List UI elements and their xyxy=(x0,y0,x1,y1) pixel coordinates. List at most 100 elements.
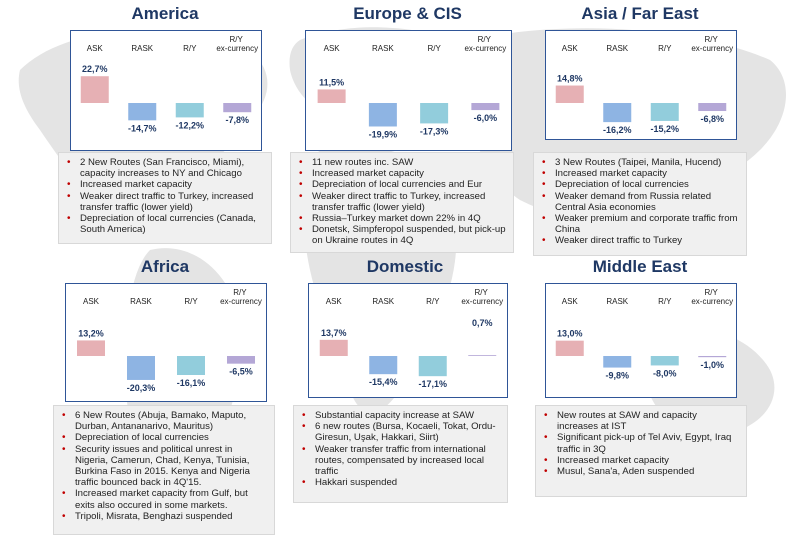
note-item: 6 new routes (Bursa, Kocaeli, Tokat, Ord… xyxy=(302,421,501,443)
value-label-rask: -15,4% xyxy=(369,377,398,387)
bar-ask xyxy=(555,340,584,356)
bar-ry-ex-currency xyxy=(471,103,500,111)
category-label-ry-ex-currency: R/Y ex-currency xyxy=(461,288,503,306)
category-label-ask: ASK xyxy=(83,297,100,306)
bar-ry xyxy=(650,356,679,366)
category-label-ry-ex-currency: R/Y ex-currency xyxy=(216,35,258,53)
value-label-ry-ex-currency: -6,5% xyxy=(229,367,253,377)
bar-ry-ex-currency xyxy=(468,355,497,356)
category-label-ry-ex-currency: R/Y ex-currency xyxy=(691,288,733,306)
value-label-ry-ex-currency: -6,8% xyxy=(700,114,724,124)
note-item: Donetsk, Simpferopol suspended, but pick… xyxy=(299,224,507,246)
chart-svg-domestic: ASK 13,7% RASK -15,4% R/Y -17,1% R/Y ex-curren… xyxy=(319,288,503,389)
region-title-domestic: Domestic xyxy=(366,257,444,276)
value-label-ry: -8,0% xyxy=(653,368,677,378)
notes-asia-far-east: 3 New Routes (Taipei, Manila, Hucend)Inc… xyxy=(533,152,747,256)
note-item: Depreciation of local currencies xyxy=(542,179,740,190)
category-label-ask: ASK xyxy=(562,44,579,53)
bar-ask xyxy=(77,340,105,356)
bar-ry-ex-currency xyxy=(227,356,255,364)
category-label-rask: RASK xyxy=(130,297,152,306)
note-item: Substantial capacity increase at SAW xyxy=(302,410,501,421)
note-item: 2 New Routes (San Francisco, Miami), cap… xyxy=(67,157,265,179)
notes-europe-cis: 11 new routes inc. SAWIncreased market c… xyxy=(290,152,514,253)
value-label-ry: -17,1% xyxy=(418,379,447,389)
chart-svg-europe-cis: ASK 11,5% RASK -19,9% R/Y -17,3% R/Y ex-curren… xyxy=(317,35,506,139)
bar-ry-ex-currency xyxy=(223,103,252,113)
value-label-ask: 14,8% xyxy=(557,74,583,84)
bar-ry xyxy=(418,356,447,377)
note-item: New routes at SAW and capacity increases… xyxy=(544,410,740,432)
value-label-ry: -17,3% xyxy=(420,126,449,136)
category-label-ask: ASK xyxy=(87,44,104,53)
bar-ry-ex-currency xyxy=(698,356,727,358)
note-item: Depreciation of local currencies xyxy=(62,432,268,443)
value-label-rask: -19,9% xyxy=(369,129,398,139)
chart-middle-east: ASK 13,0% RASK -9,8% R/Y -8,0% R/Y ex-currency… xyxy=(545,283,737,398)
bar-rask xyxy=(368,103,397,127)
value-label-ask: 13,2% xyxy=(78,328,104,338)
category-label-rask: RASK xyxy=(131,44,153,53)
category-label-ask: ASK xyxy=(326,297,343,306)
bar-ask xyxy=(555,85,584,103)
value-label-ry-ex-currency: -6,0% xyxy=(474,113,498,123)
bar-rask xyxy=(603,356,632,368)
category-label-rask: RASK xyxy=(606,44,628,53)
value-label-rask: -14,7% xyxy=(128,123,157,133)
chart-africa: ASK 13,2% RASK -20,3% R/Y -16,1% R/Y ex-curren… xyxy=(65,283,267,402)
region-title-europe-cis: Europe & CIS xyxy=(353,4,462,23)
value-label-ry-ex-currency: -1,0% xyxy=(700,360,724,370)
value-label-ask: 22,7% xyxy=(82,64,108,74)
chart-america: ASK 22,7% RASK -14,7% R/Y -12,2% R/Y ex-curren… xyxy=(70,30,262,151)
value-label-rask: -20,3% xyxy=(127,383,156,393)
value-label-ry-ex-currency: 0,7% xyxy=(472,318,493,328)
bar-ry xyxy=(650,103,679,121)
value-label-ry: -15,2% xyxy=(650,124,679,134)
note-item: Security issues and political unrest in … xyxy=(62,444,268,489)
category-label-ry: R/Y xyxy=(658,44,672,53)
note-item: Weaker transfer traffic from internation… xyxy=(302,444,501,478)
bar-ask xyxy=(319,339,348,356)
chart-svg-asia-far-east: ASK 14,8% RASK -16,2% R/Y -15,2% R/Y ex-curren… xyxy=(555,35,733,135)
note-item: Increased market capacity xyxy=(544,455,740,466)
notes-america: 2 New Routes (San Francisco, Miami), cap… xyxy=(58,152,272,244)
bar-ask xyxy=(317,89,346,103)
region-title-middle-east: Middle East xyxy=(592,257,688,276)
category-label-ry-ex-currency: R/Y ex-currency xyxy=(691,35,733,53)
notes-domestic: Substantial capacity increase at SAW6 ne… xyxy=(293,405,508,503)
chart-asia-far-east: ASK 14,8% RASK -16,2% R/Y -15,2% R/Y ex-curren… xyxy=(545,30,737,140)
chart-svg-middle-east: ASK 13,0% RASK -9,8% R/Y -8,0% R/Y ex-currency… xyxy=(555,288,733,381)
note-item: Musul, Sana'a, Aden suspended xyxy=(544,466,740,477)
bar-ry xyxy=(177,356,205,375)
note-item: Depreciation of local currencies (Canada… xyxy=(67,213,265,235)
bar-rask xyxy=(369,356,398,375)
note-item: Weaker demand from Russia related Centra… xyxy=(542,191,740,213)
note-item: Russia–Turkey market down 22% in 4Q xyxy=(299,213,507,224)
note-item: Weaker direct traffic to Turkey, increas… xyxy=(67,191,265,213)
note-item: Tripoli, Misrata, Benghazi suspended xyxy=(62,511,268,522)
value-label-rask: -16,2% xyxy=(603,125,632,135)
chart-europe-cis: ASK 11,5% RASK -19,9% R/Y -17,3% R/Y ex-curren… xyxy=(305,30,512,151)
category-label-ask: ASK xyxy=(562,297,579,306)
chart-domestic: ASK 13,7% RASK -15,4% R/Y -17,1% R/Y ex-curren… xyxy=(308,283,508,398)
bar-ask xyxy=(80,76,109,103)
note-item: Hakkari suspended xyxy=(302,477,501,488)
bar-ry xyxy=(175,103,204,118)
note-item: Increased market capacity from Gulf, but… xyxy=(62,488,268,510)
note-item: Weaker premium and corporate traffic fro… xyxy=(542,213,740,235)
bar-ry-ex-currency xyxy=(698,103,727,112)
notes-middle-east: New routes at SAW and capacity increases… xyxy=(535,405,747,497)
bar-rask xyxy=(128,103,157,121)
chart-svg-africa: ASK 13,2% RASK -20,3% R/Y -16,1% R/Y ex-curren… xyxy=(77,288,262,393)
category-label-rask: RASK xyxy=(606,297,628,306)
note-item: Increased market capacity xyxy=(542,168,740,179)
note-item: Increased market capacity xyxy=(67,179,265,190)
bar-rask xyxy=(603,103,632,123)
note-item: 3 New Routes (Taipei, Manila, Hucend) xyxy=(542,157,740,168)
category-label-ry: R/Y xyxy=(183,44,197,53)
category-label-ry-ex-currency: R/Y ex-currency xyxy=(464,35,506,53)
chart-svg-america: ASK 22,7% RASK -14,7% R/Y -12,2% R/Y ex-curren… xyxy=(80,35,258,133)
value-label-ask: 11,5% xyxy=(319,77,344,87)
note-item: Depreciation of local currencies and Eur xyxy=(299,179,507,190)
value-label-ry-ex-currency: -7,8% xyxy=(225,115,249,125)
